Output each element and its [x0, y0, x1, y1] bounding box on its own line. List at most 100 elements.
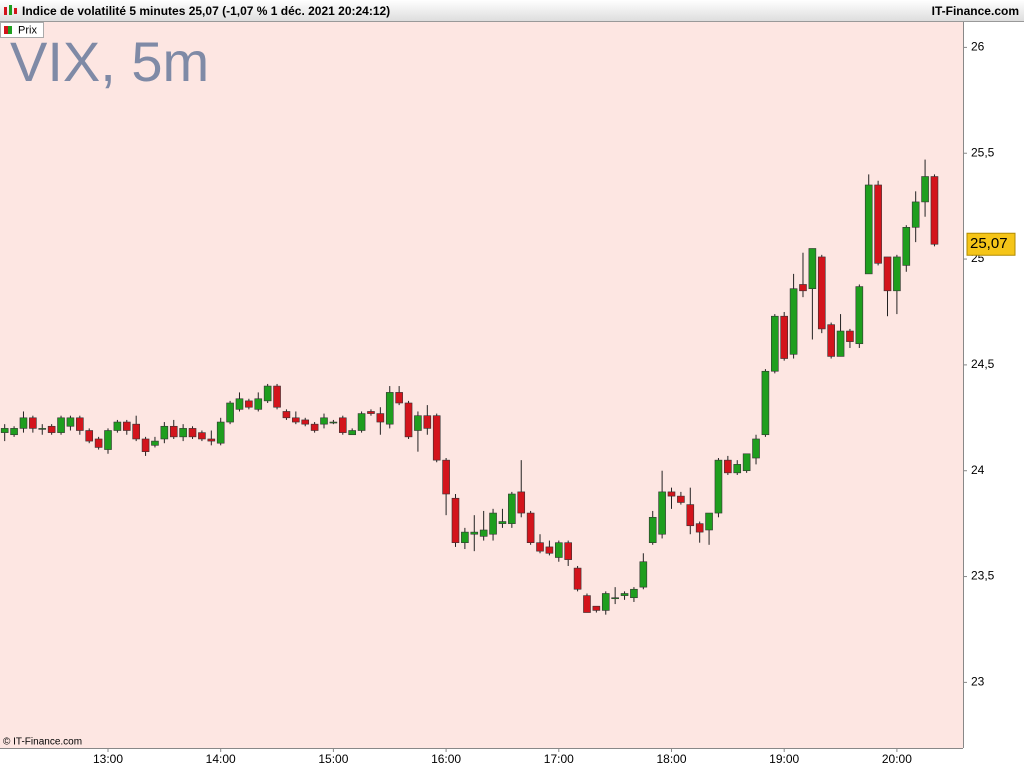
candle-body	[292, 417, 300, 423]
candle-body	[160, 425, 169, 440]
candle-body	[29, 417, 37, 429]
candle-body	[132, 423, 140, 440]
candle-body	[19, 417, 28, 429]
candle-body	[0, 428, 9, 433]
candle-body	[855, 286, 864, 345]
x-tick-label: 14:00	[206, 752, 236, 766]
candle-body	[545, 546, 554, 554]
candle-body	[348, 430, 356, 436]
candle-body	[930, 176, 939, 245]
candle-body	[536, 542, 544, 552]
candle-body	[329, 421, 338, 424]
y-tick-label: 24	[971, 463, 985, 477]
candle-body	[620, 593, 629, 596]
candle-body	[883, 256, 892, 292]
candle-body	[169, 425, 178, 438]
y-tick-label: 23,5	[971, 569, 995, 583]
candle-body	[771, 315, 779, 372]
header-source[interactable]: IT-Finance.com	[932, 4, 1019, 18]
candle-body	[282, 411, 291, 419]
y-tick-label: 25,5	[971, 145, 995, 159]
candle-body	[827, 324, 835, 357]
candle-body	[423, 415, 432, 429]
candle-body	[789, 288, 798, 355]
candle-body	[367, 411, 375, 414]
candle-body	[592, 605, 601, 611]
candle-body	[85, 430, 94, 442]
candle-body	[639, 561, 648, 588]
candle-body	[836, 330, 845, 357]
candle-body	[216, 421, 225, 444]
x-tick-label: 16:00	[431, 752, 461, 766]
candle-body	[414, 415, 422, 431]
legend[interactable]: Prix	[0, 22, 44, 38]
candle-body	[911, 201, 920, 228]
x-tick-label: 15:00	[318, 752, 348, 766]
candle-body	[395, 392, 403, 404]
candle-body	[554, 542, 563, 558]
y-tick-label: 26	[971, 40, 985, 54]
plot-area	[0, 22, 963, 748]
candle-body	[376, 413, 385, 423]
x-tick-label: 17:00	[544, 752, 574, 766]
candle-body	[357, 413, 366, 431]
candles	[0, 159, 939, 615]
candle-body	[846, 330, 854, 342]
candle-body	[742, 453, 751, 472]
candle-body	[320, 417, 328, 425]
candle-body	[385, 392, 394, 425]
candle-body	[517, 491, 526, 514]
candle-body	[47, 425, 56, 433]
header-title: Indice de volatilité 5 minutes 25,07 (-1…	[22, 4, 390, 18]
candle-body	[508, 493, 516, 524]
x-tick-label: 13:00	[93, 752, 123, 766]
candle-body	[10, 428, 18, 436]
candle-body	[235, 398, 244, 410]
candle-body	[461, 531, 469, 543]
candle-body	[338, 417, 347, 433]
candle-body	[864, 184, 873, 275]
candle-body	[151, 440, 159, 446]
candle-body	[301, 419, 310, 425]
header-bar	[0, 0, 1024, 22]
candle-body	[498, 521, 507, 524]
candle-body	[254, 398, 263, 410]
candle-body	[489, 512, 497, 535]
candle-body	[273, 385, 281, 408]
y-tick-label: 24,5	[971, 357, 995, 371]
candle-body	[573, 567, 582, 590]
credit: © IT-Finance.com	[3, 737, 82, 748]
candle-body	[245, 400, 253, 408]
candle-body	[817, 256, 826, 330]
candle-body	[470, 531, 479, 535]
candle-body	[263, 385, 272, 402]
candle-body	[902, 227, 911, 266]
candle-body	[686, 504, 695, 527]
candle-body	[583, 595, 591, 613]
candle-body	[667, 491, 676, 497]
candle-body	[761, 370, 770, 436]
candle-body	[733, 464, 742, 474]
candle-body	[310, 423, 319, 431]
candle-body	[799, 284, 807, 292]
candle-body	[630, 588, 638, 599]
x-tick-label: 18:00	[656, 752, 686, 766]
candle-body	[752, 438, 760, 459]
candle-body	[658, 491, 666, 535]
x-tick-label: 20:00	[882, 752, 912, 766]
candle-body	[451, 497, 460, 543]
candle-body	[526, 512, 535, 543]
x-tick-label: 19:00	[769, 752, 799, 766]
candle-body	[479, 529, 488, 537]
candle-body	[188, 428, 197, 438]
last-price-box	[966, 232, 1016, 256]
candle-body	[677, 495, 685, 503]
candle-body	[66, 417, 75, 427]
candle-body	[104, 430, 112, 450]
candle-body	[780, 315, 789, 359]
candle-body	[94, 438, 103, 448]
candle-body	[601, 593, 610, 611]
candle-body	[893, 256, 901, 292]
